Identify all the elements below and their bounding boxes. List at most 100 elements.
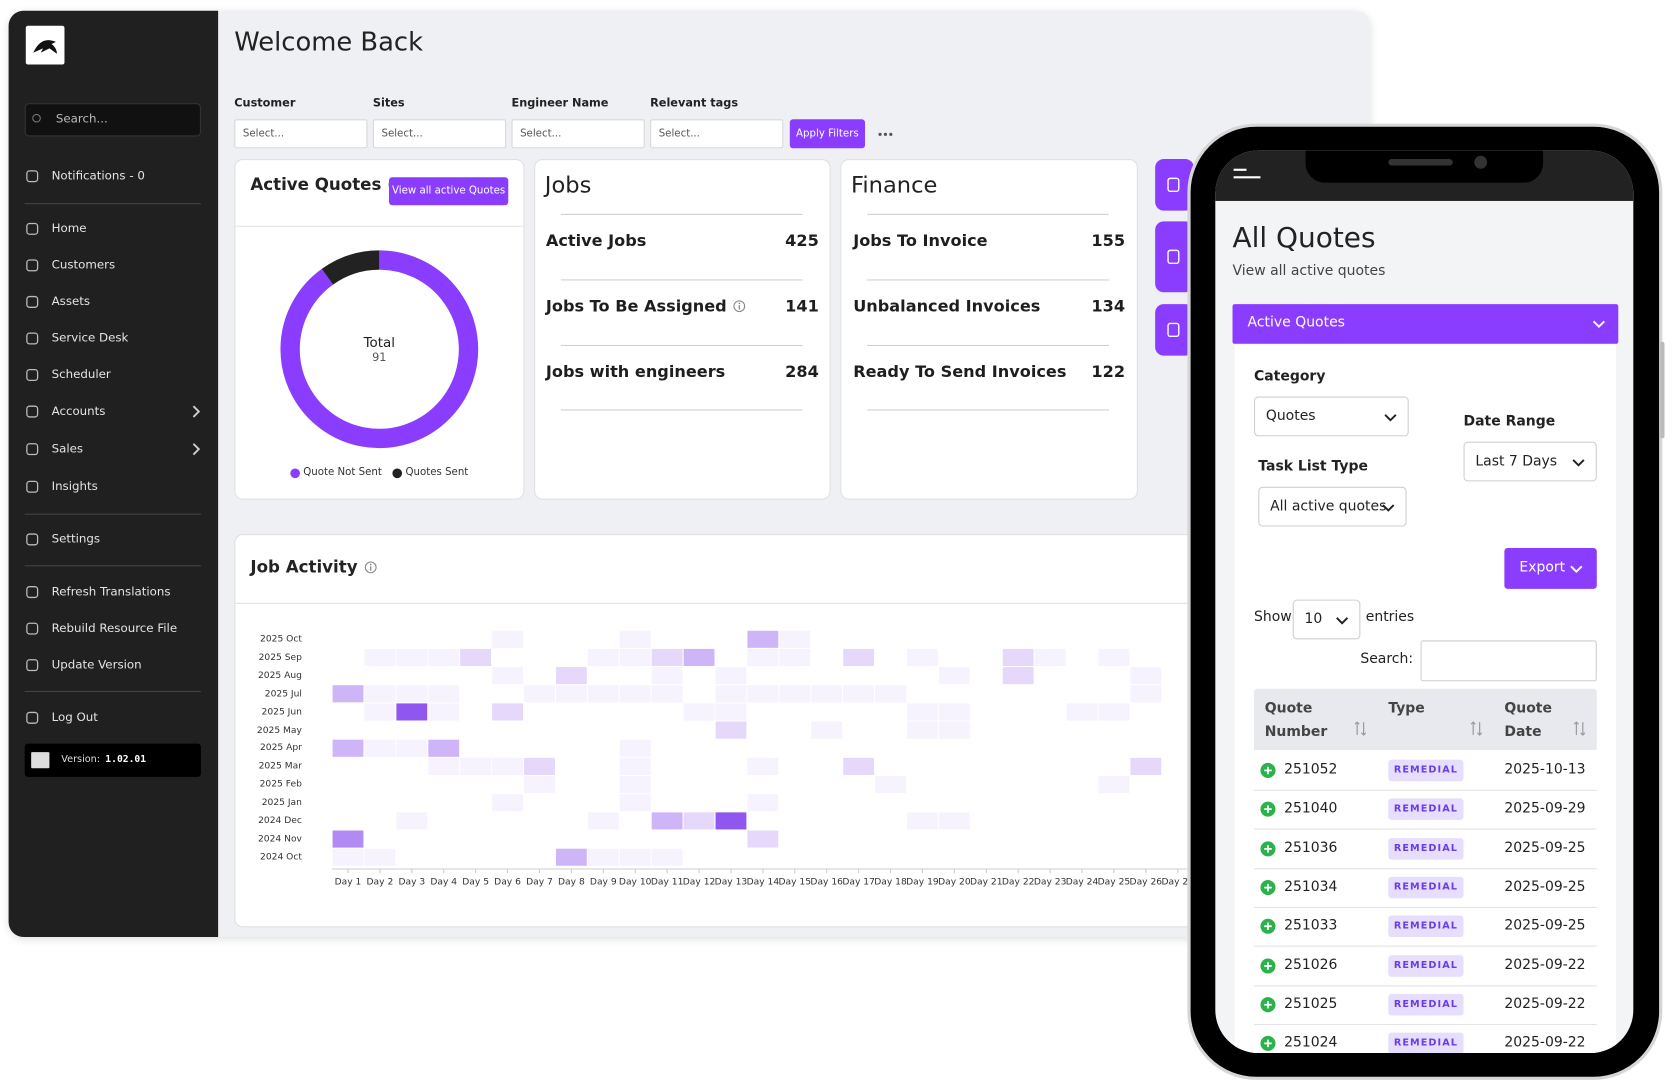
column-header[interactable]: Quote Number	[1264, 700, 1328, 741]
x-tick-label: Day 18	[874, 876, 907, 888]
heatmap-cell	[683, 648, 715, 667]
heatmap-cell	[938, 667, 970, 685]
heatmap-cell	[396, 685, 428, 703]
heatmap-cell	[460, 831, 491, 848]
nav-item[interactable]: Refresh Translations	[51, 584, 171, 599]
heatmap-cell	[971, 685, 1002, 702]
notch	[1305, 150, 1544, 183]
x-tick-label: Day 13	[714, 876, 748, 888]
heatmap-cell	[779, 758, 810, 775]
heatmap-cell	[875, 812, 906, 829]
nav-item[interactable]: Customers	[51, 257, 116, 272]
nav-item[interactable]: Home	[51, 221, 87, 236]
card-title: Finance	[851, 171, 938, 198]
side-action-button[interactable]	[1155, 304, 1194, 356]
heatmap-cell	[588, 794, 619, 811]
nav-item[interactable]: Notifications - 0	[51, 168, 145, 183]
heatmap-cell	[492, 685, 523, 702]
heatmap-cell	[875, 794, 906, 811]
nav-item[interactable]: Update Version	[51, 657, 142, 672]
info-circle	[364, 561, 377, 574]
heatmap-cell	[971, 740, 1002, 757]
heatmap-cell	[747, 740, 778, 757]
nav-item[interactable]: Settings	[51, 531, 101, 546]
heatmap-cell	[556, 740, 587, 757]
chevron-line	[1336, 617, 1349, 625]
hamburger-line	[1233, 168, 1247, 171]
heatmap-cell	[1035, 667, 1066, 684]
x-tick-label: Day 27	[1161, 876, 1195, 888]
column-header[interactable]: Type	[1388, 700, 1425, 717]
heatmap-cell	[396, 849, 427, 866]
legend-swatch	[290, 467, 300, 478]
heatmap-cell	[556, 812, 587, 829]
nav-item[interactable]: Insights	[51, 479, 98, 494]
filter-label: Customer	[234, 96, 296, 110]
view-quotes-button[interactable]: View all active Quotes	[388, 177, 509, 206]
heatmap-cell	[428, 722, 459, 739]
filter-select[interactable]: Select...	[650, 119, 784, 149]
entries-select[interactable]: 10	[1292, 599, 1361, 640]
heatmap-cell	[811, 758, 842, 775]
nav-item[interactable]: Rebuild Resource File	[51, 621, 178, 636]
side-action-button[interactable]	[1155, 221, 1194, 293]
heatmap-cell	[1130, 757, 1162, 775]
nav-item[interactable]: Scheduler	[51, 367, 111, 382]
heatmap-cell	[811, 649, 842, 666]
heatmap-cell	[875, 667, 906, 684]
version-number: 1.02.01	[105, 754, 147, 766]
heatmap-cell	[843, 685, 875, 703]
filter-select[interactable]: Select...	[511, 119, 645, 149]
heatmap-cell	[555, 685, 587, 703]
heatmap-cell	[587, 812, 619, 830]
nav-item[interactable]: Sales	[51, 441, 84, 456]
quote-number: 251033	[1284, 917, 1338, 934]
heatmap-cell	[1099, 740, 1130, 757]
nav-item[interactable]: Service Desk	[51, 330, 129, 345]
heatmap-cell	[971, 631, 1002, 648]
category-select[interactable]: Quotes	[1253, 396, 1409, 437]
heatmap-cell	[524, 812, 555, 829]
expand-plus	[1264, 1000, 1272, 1009]
date-range-select[interactable]: Last 7 Days	[1463, 441, 1597, 482]
nav-icon	[26, 480, 39, 493]
search-input[interactable]	[1420, 640, 1597, 682]
filter-select[interactable]: Select...	[372, 119, 507, 149]
heatmap-cell	[1003, 849, 1034, 866]
separator	[24, 203, 201, 205]
x-tick-label: Day 16	[810, 876, 843, 888]
heatmap-cell	[428, 631, 459, 648]
nav-icon-shape	[26, 259, 39, 272]
heatmap-cell	[875, 649, 906, 666]
quote-number: 251024	[1284, 1034, 1338, 1052]
page-title: Welcome Back	[234, 26, 424, 57]
quote-date: 2025-09-25	[1504, 917, 1586, 934]
heatmap-cell	[779, 831, 810, 848]
nav-item[interactable]: Accounts	[51, 404, 106, 418]
more-dot	[883, 132, 888, 136]
heatmap-cell	[556, 631, 587, 648]
nav-icon	[26, 295, 39, 308]
task-list-select[interactable]: All active quotes	[1258, 486, 1407, 527]
heatmap-cell	[619, 757, 651, 775]
quote-number: 251034	[1284, 878, 1338, 895]
y-tick-label: 2025 Feb	[259, 779, 302, 790]
filter-select[interactable]: Select...	[234, 119, 368, 149]
expand-plus	[1264, 766, 1272, 775]
nav-item[interactable]: Assets	[51, 294, 91, 309]
heatmap-cell	[651, 848, 683, 866]
apply-button[interactable]: Apply Filters	[789, 119, 866, 149]
export-button[interactable]: Export	[1504, 548, 1597, 589]
accordion[interactable]: Active Quotes	[1232, 304, 1619, 344]
nav-item[interactable]: Log Out	[51, 710, 98, 725]
column-header[interactable]: Quote Date	[1504, 700, 1552, 741]
y-tick-label: 2024 Dec	[258, 815, 302, 827]
separator	[24, 565, 201, 567]
search-box[interactable]	[24, 103, 201, 137]
side-action-button[interactable]	[1155, 159, 1194, 211]
chevron	[1592, 320, 1605, 329]
x-tick-label: Day 11	[650, 876, 684, 888]
heatmap-cell	[716, 649, 747, 666]
heatmap-cell	[939, 849, 970, 866]
